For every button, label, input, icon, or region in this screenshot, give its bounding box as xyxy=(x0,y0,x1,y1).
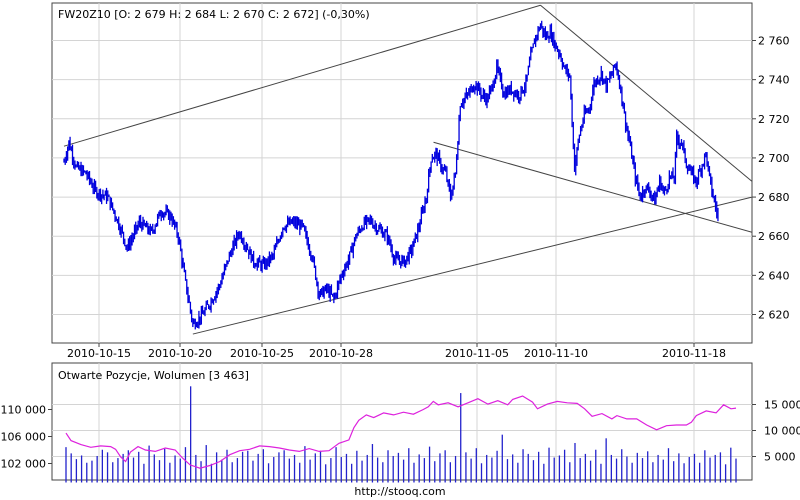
open-interest-line xyxy=(65,395,737,469)
price-chart-title: FW20Z10 [O: 2 679 H: 2 684 L: 2 670 C: 2… xyxy=(58,8,370,21)
price-y-tick-label: 2 640 xyxy=(758,269,790,282)
price-x-axis: 2010-10-15 2010-10-20 2010-10-25 2010-10-28… xyxy=(67,343,726,360)
oi-y-tick-label: 102 000 xyxy=(1,458,47,471)
open-interest-path xyxy=(65,395,737,469)
trend-line xyxy=(63,4,541,147)
volume-y-tick-label: 15 000 xyxy=(764,399,800,412)
price-x-tick-label: 2010-10-25 xyxy=(230,347,294,360)
trend-line xyxy=(192,196,752,335)
price-y-tick-label: 2 740 xyxy=(758,74,790,87)
open-interest-y-axis: 102 000 106 000 110 000 xyxy=(1,404,52,471)
price-y-axis: 2 620 2 640 2 660 2 680 2 700 2 720 2 740 2 760 xyxy=(752,35,790,322)
price-y-tick-label: 2 680 xyxy=(758,191,790,204)
price-panel-frame xyxy=(51,2,753,344)
price-x-tick-label: 2010-10-20 xyxy=(148,347,212,360)
price-bars xyxy=(63,20,719,330)
price-x-tick-label: 2010-10-15 xyxy=(67,347,131,360)
price-x-tick-label: 2010-10-28 xyxy=(309,347,373,360)
oi-y-tick-label: 110 000 xyxy=(1,404,47,417)
oi-y-tick-label: 106 000 xyxy=(1,431,47,444)
volume-y-axis: 5 000 10 000 15 000 xyxy=(752,399,800,464)
volume-panel-frame xyxy=(51,362,753,481)
price-y-tick-label: 2 720 xyxy=(758,113,790,126)
price-y-tick-label: 2 660 xyxy=(758,230,790,243)
price-x-tick-label: 2010-11-18 xyxy=(662,347,726,360)
price-y-tick-label: 2 700 xyxy=(758,152,790,165)
volume-chart-title: Otwarte Pozycje, Wolumen [3 463] xyxy=(58,369,249,382)
volume-y-tick-label: 10 000 xyxy=(764,425,800,438)
volume-y-tick-label: 5 000 xyxy=(764,451,796,464)
footer-url[interactable]: http://stooq.com xyxy=(354,485,445,498)
price-y-tick-label: 2 620 xyxy=(758,309,790,322)
price-trendlines xyxy=(63,4,752,335)
trend-line xyxy=(540,4,752,182)
volume-bars xyxy=(65,386,737,483)
price-x-tick-label: 2010-11-05 xyxy=(445,347,509,360)
price-x-tick-label: 2010-11-10 xyxy=(524,347,588,360)
price-y-tick-label: 2 760 xyxy=(758,35,790,48)
volume-grid xyxy=(52,363,752,480)
trend-line xyxy=(433,141,752,233)
